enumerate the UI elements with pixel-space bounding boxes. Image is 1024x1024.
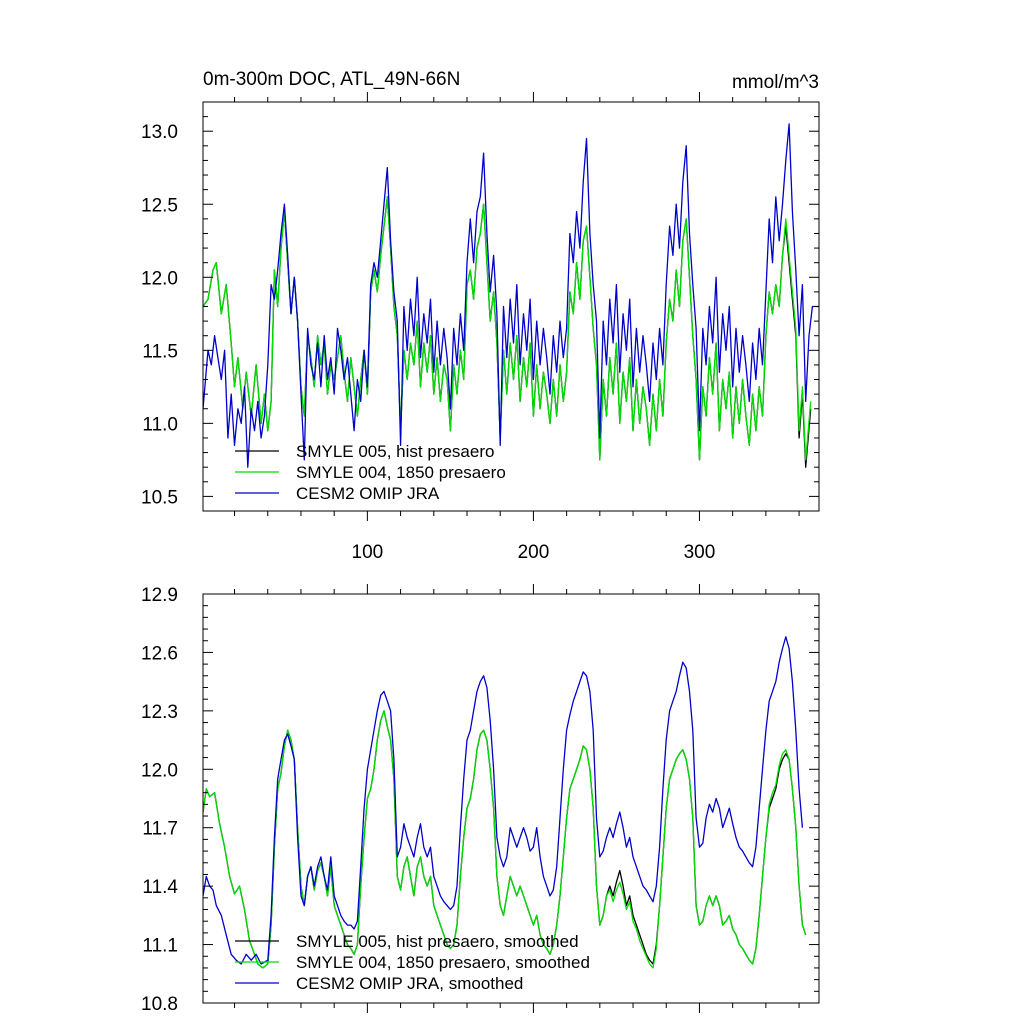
bottom-series-line-1	[203, 710, 807, 969]
top-series-line-3	[203, 123, 819, 468]
top-legend-label-2: SMYLE 004, 1850 presaero	[296, 463, 506, 482]
top-ytick-label: 11.0	[142, 414, 178, 435]
top-legend: SMYLE 005, hist presaero SMYLE 004, 1850 …	[235, 442, 506, 503]
bottom-ytick-label: 12.6	[141, 643, 178, 664]
bottom-legend-label-2: SMYLE 004, 1850 presaero, smoothed	[296, 953, 590, 972]
bottom-ytick-label: 12.9	[141, 585, 178, 606]
top-xtick-label: 100	[352, 542, 384, 563]
top-ytick-label: 12.5	[141, 195, 178, 216]
top-panel-title: 0m-300m DOC, ATL_49N-66N	[203, 69, 460, 90]
top-legend-label-3: CESM2 OMIP JRA	[296, 484, 440, 503]
bottom-panel: 10.8 11.1 11.4 11.7 12.0 12.3 12.6 12.9 SMYLE 0…	[141, 584, 820, 1015]
bottom-ytick-label: 12.0	[141, 760, 178, 781]
top-series-line-2	[203, 196, 812, 461]
top-panel-units: mmol/m^3	[732, 72, 819, 93]
bottom-ytick-label: 10.8	[141, 994, 178, 1015]
bottom-series-line-2	[203, 710, 807, 969]
bottom-legend-label-3: CESM2 OMIP JRA, smoothed	[296, 974, 523, 993]
top-xtick-label: 300	[684, 542, 716, 563]
top-xtick-label: 200	[518, 542, 550, 563]
top-ytick-label: 11.5	[142, 341, 178, 362]
top-ytick-label: 12.0	[141, 268, 178, 289]
bottom-ytick-label: 11.4	[142, 877, 178, 898]
top-ytick-label: 13.0	[141, 122, 178, 143]
bottom-ytick-label: 12.3	[141, 702, 178, 723]
top-legend-label-1: SMYLE 005, hist presaero	[296, 442, 494, 461]
bottom-series-line-3	[203, 636, 804, 965]
bottom-ytick-label: 11.7	[142, 819, 178, 840]
bottom-ytick-label: 11.1	[142, 936, 178, 957]
top-ytick-label: 10.5	[141, 487, 178, 508]
bottom-legend-label-1: SMYLE 005, hist presaero, smoothed	[296, 932, 579, 951]
bottom-legend: SMYLE 005, hist presaero, smoothed SMYLE …	[235, 932, 590, 993]
bottom-plot-frame	[202, 593, 820, 1004]
top-panel: 10.5 11.0 11.5 12.0 12.5 13.0 100 200 300 0m-300…	[141, 69, 820, 563]
